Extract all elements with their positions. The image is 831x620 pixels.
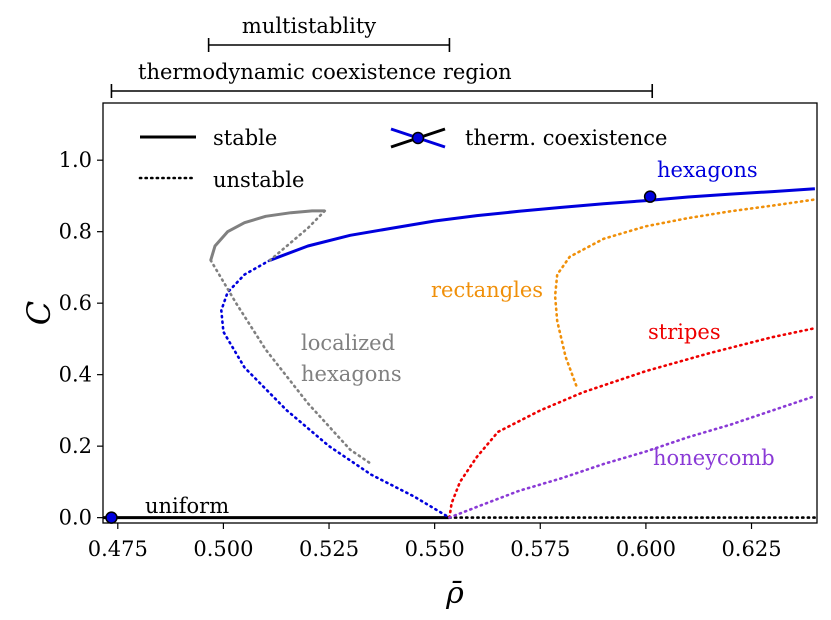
- legend-unstable-label: unstable: [213, 168, 304, 192]
- stripes-label: stripes: [648, 320, 721, 344]
- rectangles-unstable-line: [553, 198, 817, 387]
- stripes-unstable-line: [448, 326, 817, 519]
- x-tick-label: 0.475: [88, 537, 148, 561]
- hexagons-unstable-line: [220, 258, 451, 519]
- y-tick-label: 0.2: [59, 434, 92, 458]
- x-tick-label: 0.625: [721, 537, 781, 561]
- localized-hexagons-unstable-upper-line: [268, 209, 327, 262]
- legend-coexistence-label: therm. coexistence: [465, 126, 667, 150]
- x-tick-label: 0.575: [510, 537, 570, 561]
- x-tick-label: 0.500: [193, 537, 253, 561]
- coexistence-markers: [105, 190, 657, 524]
- legend: stable unstable therm. coexistence: [138, 126, 667, 192]
- y-axis-label: C: [20, 301, 58, 325]
- plot-frame: [102, 102, 818, 524]
- legend-stable-label: stable: [213, 126, 277, 150]
- series-lines: [103, 187, 819, 520]
- y-tick-label: 0.6: [59, 291, 92, 315]
- annotation-bars: multistablity thermodynamic coexistence r…: [110, 14, 654, 98]
- x-axis-label: ρ̄: [445, 576, 464, 611]
- x-tick-label: 0.600: [616, 537, 676, 561]
- y-tick-label: 0.4: [59, 363, 92, 387]
- coexistence-point: [105, 511, 118, 524]
- x-tick-label: 0.525: [299, 537, 359, 561]
- coexistence-region-label: thermodynamic coexistence region: [138, 60, 512, 84]
- y-tick-label: 0.8: [59, 220, 92, 244]
- localized-hexagons-label-line2: hexagons: [301, 362, 402, 386]
- x-tick-label: 0.550: [405, 537, 465, 561]
- y-tick-label: 1.0: [59, 148, 92, 172]
- legend-coexistence-marker: [411, 131, 425, 145]
- hexagons-label: hexagons: [657, 158, 758, 182]
- localized-hexagons-label-line1: localized: [301, 331, 395, 355]
- coexistence-point: [643, 190, 657, 203]
- multistability-label: multistablity: [242, 14, 376, 38]
- rectangles-label: rectangles: [431, 278, 543, 302]
- localized-hexagons-unstable-lower-line: [209, 258, 373, 466]
- hexagons-stable-line: [269, 187, 815, 262]
- y-tick-label: 0.0: [59, 506, 92, 530]
- honeycomb-label: honeycomb: [653, 446, 775, 470]
- axes: 0.475 0.500 0.525 0.550 0.575 0.600 0.625 0.0 0.…: [20, 102, 818, 611]
- honeycomb-unstable-line: [448, 394, 817, 519]
- localized-hexagons-stable-line: [209, 209, 325, 261]
- curve-labels: uniform hexagons localized hexagons rectangl…: [145, 158, 775, 518]
- uniform-label: uniform: [145, 494, 229, 518]
